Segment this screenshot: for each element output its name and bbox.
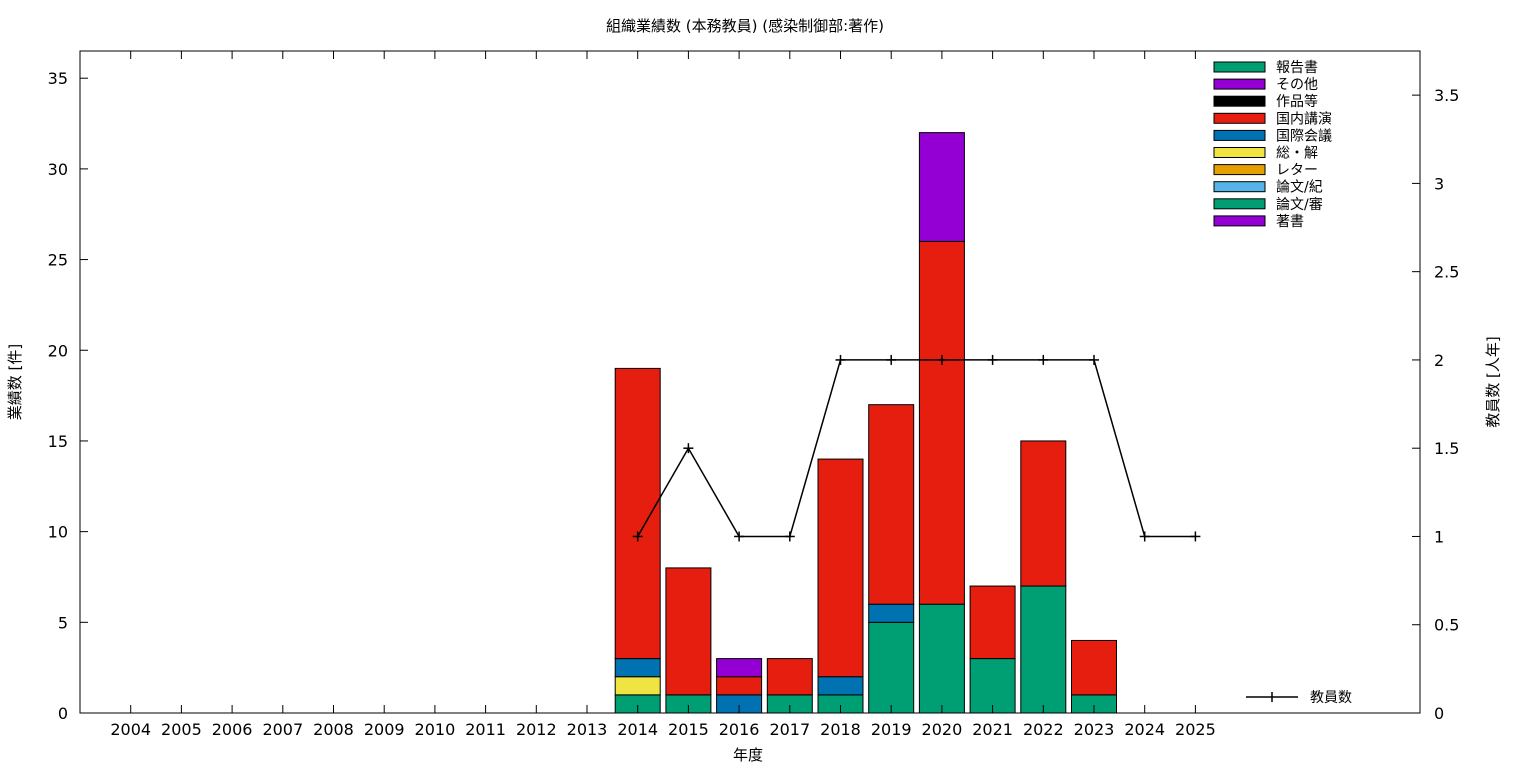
- legend-swatch: [1213, 112, 1266, 124]
- chart-title: 組織業績数 (本務教員) (感染制御部:著作): [606, 17, 884, 35]
- x-tick-label: 2013: [567, 720, 608, 739]
- x-tick-label: 2022: [1023, 720, 1064, 739]
- y2-tick-label: 1.5: [1434, 439, 1459, 458]
- y2-axis-label: 教員数 [人年]: [1484, 336, 1502, 427]
- bar-segment: [969, 585, 1016, 660]
- legend-swatch: [1213, 164, 1266, 176]
- legend-label: 論文/紀: [1276, 180, 1323, 196]
- line-layer: [632, 354, 1201, 542]
- x-tick-label: 2021: [972, 720, 1013, 739]
- y2-tick-label: 3.5: [1434, 86, 1459, 105]
- x-tick-label: 2020: [922, 720, 963, 739]
- y2-tick-label: 3: [1434, 174, 1444, 193]
- x-tick-label: 2015: [668, 720, 709, 739]
- bar-segment: [614, 676, 661, 696]
- legend-label: 論文/審: [1276, 197, 1323, 213]
- legend-swatch: [1213, 78, 1266, 90]
- legend-swatch: [1213, 198, 1266, 210]
- x-tick-label: 2016: [719, 720, 760, 739]
- legend-label: 国際会議: [1276, 127, 1332, 144]
- bar-segment: [918, 240, 965, 605]
- x-tick-label: 2009: [364, 720, 405, 739]
- y-tick-label: 20: [48, 341, 68, 360]
- y-tick-label: 10: [48, 523, 68, 542]
- x-tick-label: 2007: [262, 720, 303, 739]
- legend-label: その他: [1276, 77, 1318, 93]
- y-tick-label: 30: [48, 160, 68, 179]
- x-tick-label: 2012: [516, 720, 557, 739]
- x-tick-label: 2008: [313, 720, 354, 739]
- bar-segment: [817, 458, 864, 678]
- x-tick-label: 2023: [1074, 720, 1115, 739]
- bar-segment: [918, 132, 965, 242]
- x-tick-label: 2004: [110, 720, 151, 739]
- legend-swatch: [1213, 215, 1266, 227]
- legend-swatch: [1213, 129, 1266, 141]
- x-tick-label: 2019: [871, 720, 912, 739]
- bar-segment: [1020, 585, 1067, 714]
- y2-tick-label: 2: [1434, 351, 1444, 370]
- bar-segment: [868, 621, 915, 714]
- x-tick-label: 2005: [161, 720, 202, 739]
- bar-segment: [614, 658, 661, 678]
- bar-segment: [614, 367, 661, 660]
- plot-frame: [79, 50, 1421, 714]
- x-tick-label: 2025: [1175, 720, 1216, 739]
- y2-tick-label: 2.5: [1434, 263, 1459, 282]
- legend-swatch: [1213, 147, 1266, 158]
- legend-label: 著書: [1276, 214, 1304, 230]
- x-tick-label: 2010: [415, 720, 456, 739]
- bar-segment: [969, 658, 1016, 714]
- faculty-count-line: [637, 359, 1196, 538]
- bar-segment: [868, 603, 915, 623]
- x-tick-label: 2018: [820, 720, 861, 739]
- y2-tick-label: 0: [1434, 704, 1444, 723]
- x-tick-label: 2006: [212, 720, 253, 739]
- y-tick-label: 35: [48, 69, 68, 88]
- x-tick-label: 2011: [465, 720, 506, 739]
- bar-segment: [1071, 639, 1117, 696]
- legend-label-line: 教員数: [1310, 690, 1352, 706]
- bar-segment: [817, 676, 864, 696]
- legend-label: 国内講演: [1276, 111, 1332, 127]
- bar-segment: [766, 658, 813, 696]
- y-tick-label: 25: [48, 251, 68, 270]
- bar-segment: [716, 676, 763, 696]
- y-tick-label: 0: [58, 704, 68, 723]
- bar-segment: [665, 567, 712, 696]
- legend-swatch: [1213, 95, 1266, 107]
- bar-segment: [1020, 440, 1067, 587]
- x-tick-label: 2017: [769, 720, 810, 739]
- legend-label: レター: [1276, 163, 1318, 179]
- y2-tick-label: 1: [1434, 527, 1444, 546]
- legend-label: 総・解: [1276, 146, 1318, 162]
- legend-label: 作品等: [1276, 93, 1318, 110]
- bars-layer: [614, 132, 1117, 714]
- y2-tick-label: 0.5: [1434, 616, 1459, 635]
- bar-segment: [868, 404, 915, 605]
- legend-label: 報告書: [1276, 60, 1318, 76]
- x-tick-label: 2014: [617, 720, 658, 739]
- bar-segment: [716, 658, 763, 678]
- x-tick-label: 2024: [1124, 720, 1165, 739]
- legend-swatch: [1213, 61, 1266, 73]
- y-tick-label: 5: [58, 613, 68, 632]
- x-axis-label: 年度: [733, 746, 763, 764]
- y-tick-label: 15: [48, 432, 68, 451]
- bar-segment: [918, 603, 965, 714]
- legend-swatch: [1213, 181, 1266, 193]
- y-axis-label: 業績数 [件]: [6, 344, 24, 420]
